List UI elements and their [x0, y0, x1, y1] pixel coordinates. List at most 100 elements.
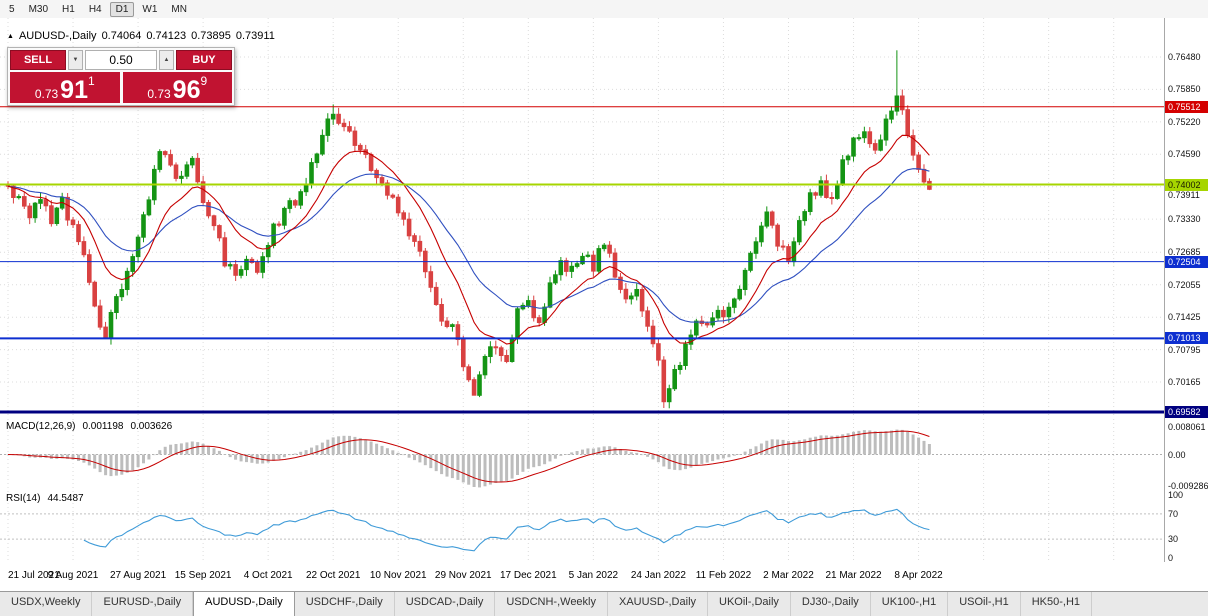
level-price-label: 0.69582: [1165, 406, 1208, 419]
ohlc-low: 0.73895: [191, 30, 231, 42]
tab-ukoil-daily[interactable]: UKOil-,Daily: [708, 592, 791, 616]
one-click-trade-panel: SELL ▼ 0.50 ▲ BUY 0.73 91 1 0.73 96 9: [7, 47, 235, 106]
trade-prices-row: 0.73 91 1 0.73 96 9: [10, 72, 232, 103]
tab-xauusd-daily[interactable]: XAUUSD-,Daily: [608, 592, 709, 616]
rsi-indicator-panel: 100 70 30 0 RSI(14) 44.5487: [0, 490, 1208, 563]
current-price-label: 0.73911: [1168, 190, 1200, 201]
price-tick-label: 0.76480: [1168, 52, 1201, 62]
chart-tabs-bar: USDX,Weekly EURUSD-,Daily AUDUSD-,Daily USD…: [0, 591, 1208, 616]
volume-input[interactable]: 0.50: [85, 50, 157, 70]
date-label: 5 Jan 2022: [568, 570, 619, 581]
volume-decrease-button[interactable]: ▼: [68, 50, 83, 70]
macd-histogram: [6, 429, 931, 488]
ohlc-high: 0.74123: [146, 30, 187, 42]
rsi-date-gridlines: [7, 491, 1115, 561]
timeframe-w1[interactable]: W1: [142, 3, 158, 15]
date-label: 27 Aug 2021: [109, 570, 167, 581]
chevron-up-icon: ▲: [163, 57, 170, 63]
sell-price-pips: 91: [60, 76, 88, 104]
macd-signal-line: [7, 430, 930, 483]
timeframe-d1[interactable]: D1: [109, 1, 135, 17]
date-label: 21 Jul 2021: [8, 570, 60, 581]
rsi-level-lines: [0, 513, 1164, 540]
tab-hk50-h1[interactable]: HK50-,H1: [1020, 592, 1093, 616]
macd-axis-label: -0.009286: [1168, 481, 1208, 492]
buy-price-display[interactable]: 0.73 96 9: [122, 72, 232, 104]
date-gridlines: [7, 18, 1115, 418]
buy-price-main: 0.73: [147, 87, 171, 101]
date-label: 24 Jan 2022: [630, 570, 686, 581]
timeframe-m30[interactable]: M30: [28, 3, 49, 15]
tab-usdcnh-weekly[interactable]: USDCNH-,Weekly: [495, 592, 608, 616]
timeframe-h1[interactable]: H1: [62, 3, 75, 15]
date-label: 9 Aug 2021: [47, 570, 99, 581]
tab-dj30-daily[interactable]: DJ30-,Daily: [790, 592, 871, 616]
buy-price-point: 9: [200, 74, 208, 88]
sell-price-main: 0.73: [34, 87, 59, 101]
macd-axis-label: 0.008061: [1168, 422, 1206, 433]
tab-usoil-h1[interactable]: USOil-,H1: [948, 592, 1021, 616]
rsi-axis-label: 70: [1168, 508, 1179, 519]
horizontal-level-lines[interactable]: [0, 106, 1164, 414]
price-tick-label: 0.74590: [1168, 149, 1201, 160]
main-chart[interactable]: [0, 18, 1164, 418]
macd-value-main: 0.001198: [82, 421, 124, 432]
rsi-axis-label: 0: [1168, 553, 1174, 563]
rsi-title: RSI(14): [6, 493, 41, 504]
rsi-chart[interactable]: [0, 491, 1164, 561]
tab-audusd-daily[interactable]: AUDUSD-,Daily: [193, 592, 295, 616]
rsi-axis-label: 100: [1168, 490, 1184, 500]
timeframe-mn[interactable]: MN: [171, 3, 187, 15]
chart-ohlc-header: ▲ AUDUSD-,Daily 0.74064 0.74123 0.73895 …: [7, 30, 275, 42]
time-axis[interactable]: 21 Jul 2021 9 Aug 2021 27 Aug 2021 15 Sep 2…: [0, 562, 1208, 591]
macd-axis: 0.008061 0.00 -0.009286: [1164, 419, 1208, 491]
symbol-marker-icon: ▲: [7, 32, 14, 40]
level-price-label: 0.71013: [1165, 332, 1208, 345]
buy-button[interactable]: BUY: [176, 50, 232, 70]
macd-chart[interactable]: [0, 419, 1164, 490]
sell-price-display[interactable]: 0.73 91 1: [10, 72, 120, 103]
date-label: 21 Mar 2022: [825, 570, 882, 581]
date-label: 2 Mar 2022: [763, 570, 814, 581]
date-label: 10 Nov 2021: [369, 570, 427, 581]
tab-usdcad-daily[interactable]: USDCAD-,Daily: [394, 592, 496, 616]
ma-fast-line: [7, 134, 930, 345]
macd-title: MACD(12,26,9): [6, 421, 76, 432]
rsi-value: 44.5487: [47, 493, 84, 504]
tab-usdchf-daily[interactable]: USDCHF-,Daily: [294, 592, 395, 616]
level-price-label: 0.74002: [1165, 178, 1208, 191]
tab-usdx-weekly[interactable]: USDX,Weekly: [0, 592, 93, 616]
timeframe-5[interactable]: 5: [9, 3, 15, 15]
ma-slow-line: [7, 168, 930, 323]
price-tick-label: 0.75220: [1168, 116, 1201, 127]
rsi-line: [83, 508, 930, 552]
buy-price-pips: 96: [172, 76, 201, 104]
level-price-label: 0.72504: [1165, 255, 1208, 268]
chevron-down-icon: ▼: [72, 57, 79, 63]
macd-label: MACD(12,26,9) 0.001198 0.003626: [6, 421, 172, 432]
volume-increase-button[interactable]: ▲: [159, 50, 174, 70]
sell-button[interactable]: SELL: [10, 50, 66, 70]
macd-axis-label: 0.00: [1168, 449, 1186, 460]
macd-value-signal: 0.003626: [130, 421, 173, 432]
date-label: 11 Feb 2022: [695, 570, 752, 581]
price-chart-panel: 0.76480 0.75850 0.75220 0.74590 0.73330 0.726…: [0, 18, 1208, 420]
tab-eurusd-daily[interactable]: EURUSD-,Daily: [92, 592, 194, 616]
rsi-label: RSI(14) 44.5487: [6, 493, 84, 504]
price-tick-label: 0.70795: [1168, 344, 1201, 355]
ohlc-close: 0.73911: [235, 30, 275, 42]
date-label: 8 Apr 2022: [894, 570, 943, 581]
price-tick-label: 0.75850: [1168, 84, 1201, 95]
timeframe-h4[interactable]: H4: [88, 3, 102, 15]
price-tick-label: 0.70165: [1168, 377, 1201, 388]
sell-price-point: 1: [87, 74, 95, 88]
tab-uk100-h1[interactable]: UK100-,H1: [870, 592, 949, 616]
rsi-axis-label: 30: [1168, 534, 1179, 545]
price-tick-label: 0.71425: [1168, 312, 1201, 323]
macd-indicator-panel: 0.008061 0.00 -0.009286 MACD(12,26,9) 0.00…: [0, 419, 1208, 492]
price-tick-label: 0.72055: [1168, 279, 1201, 290]
ohlc-open: 0.74064: [101, 30, 142, 42]
price-axis[interactable]: 0.76480 0.75850 0.75220 0.74590 0.73330 0.726…: [1164, 18, 1208, 419]
price-tick-label: 0.73330: [1168, 214, 1201, 225]
trade-controls-row: SELL ▼ 0.50 ▲ BUY: [10, 50, 232, 70]
